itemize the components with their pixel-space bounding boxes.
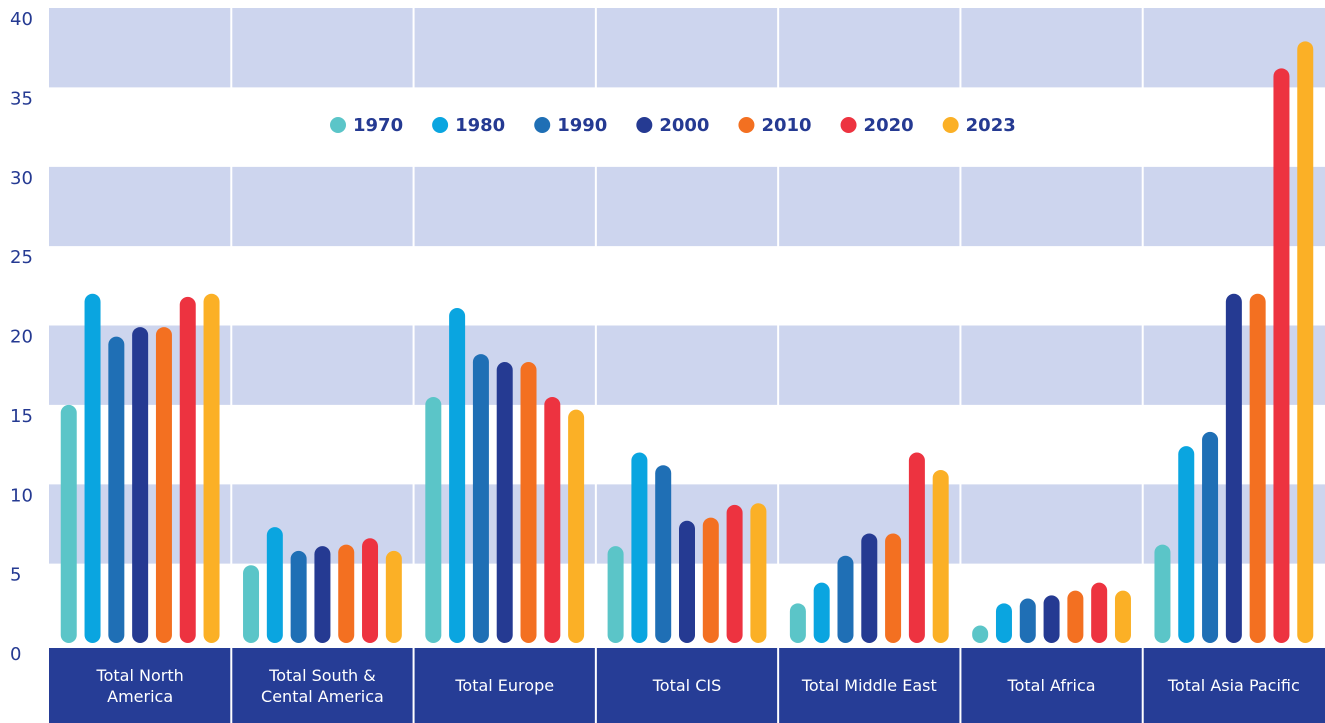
y-tick-label: 30	[10, 168, 33, 189]
bar	[726, 504, 743, 643]
legend-marker	[330, 117, 346, 133]
grid-band	[49, 8, 1325, 88]
bar	[496, 362, 513, 643]
y-tick-label: 15	[10, 406, 33, 427]
bar	[631, 452, 648, 643]
legend-marker	[636, 117, 653, 133]
bar	[1202, 431, 1219, 643]
bar	[266, 527, 283, 643]
legend-marker	[534, 117, 551, 133]
x-tick-label: Total Asia Pacific	[1167, 676, 1300, 695]
legend-label: 1990	[557, 115, 607, 136]
bar	[1225, 293, 1242, 643]
y-tick-label: 5	[10, 565, 21, 586]
bar	[314, 546, 331, 643]
grid-band	[49, 404, 1325, 485]
bar	[972, 625, 989, 643]
bar	[84, 293, 101, 643]
bar	[568, 409, 585, 643]
bar	[789, 603, 806, 643]
bar	[750, 503, 767, 643]
bar	[290, 550, 307, 643]
bar	[702, 517, 719, 643]
bar	[203, 293, 220, 643]
bar	[544, 396, 561, 643]
legend-marker	[840, 117, 857, 133]
legend-label: 2020	[864, 115, 914, 136]
legend-label: 2010	[761, 115, 811, 136]
y-tick-label: 25	[10, 247, 33, 268]
bar	[1297, 41, 1314, 643]
legend-marker	[942, 117, 959, 133]
x-tick-label: Total North America	[96, 665, 184, 706]
bar	[1154, 544, 1171, 643]
bar	[1273, 68, 1290, 643]
legend-label: 2000	[659, 115, 709, 136]
bar	[1178, 446, 1195, 643]
grid-band	[49, 166, 1325, 247]
bar	[1067, 590, 1084, 643]
bar	[60, 404, 77, 643]
bar	[1114, 590, 1131, 643]
bar	[1043, 595, 1060, 643]
y-tick-label: 40	[10, 9, 33, 30]
bar	[472, 354, 489, 643]
category-band	[49, 648, 1325, 723]
bar	[679, 520, 695, 643]
bar	[385, 550, 402, 643]
bar	[995, 603, 1012, 643]
bar	[885, 533, 902, 643]
y-tick-label: 20	[10, 327, 33, 348]
x-tick-label: Total Europe	[455, 676, 555, 695]
bar	[1249, 293, 1266, 643]
bar	[155, 327, 172, 643]
grid-band	[49, 325, 1325, 405]
bar	[1091, 582, 1108, 643]
bar	[908, 452, 925, 643]
bar	[108, 336, 125, 643]
bar	[837, 555, 854, 643]
bar	[132, 327, 149, 643]
legend-label: 2023	[966, 115, 1016, 136]
bar	[655, 465, 672, 643]
x-tick-label: Total Africa	[1007, 676, 1096, 695]
bar	[861, 533, 878, 643]
bar	[1019, 598, 1036, 643]
bar	[179, 296, 196, 643]
legend-label: 1980	[455, 115, 505, 136]
bar	[243, 565, 260, 643]
grid-band	[49, 87, 1325, 167]
y-tick-label: 0	[10, 644, 21, 665]
legend-label: 1970	[353, 115, 403, 136]
legend-marker	[432, 117, 449, 133]
bar	[813, 582, 830, 643]
bar	[425, 396, 442, 643]
x-tick-label: Total South & Cental America	[261, 665, 384, 706]
bar	[449, 308, 466, 643]
y-tick-label: 10	[10, 485, 33, 506]
bar	[338, 544, 355, 643]
y-tick-label: 35	[10, 88, 33, 109]
x-tick-label: Total Middle East	[801, 676, 937, 695]
x-tick-label: Total CIS	[652, 676, 722, 695]
grid-band	[49, 246, 1325, 326]
bar	[607, 546, 624, 643]
bar	[362, 538, 379, 643]
bar	[520, 362, 537, 643]
legend-marker	[738, 117, 755, 133]
bar	[932, 469, 949, 643]
